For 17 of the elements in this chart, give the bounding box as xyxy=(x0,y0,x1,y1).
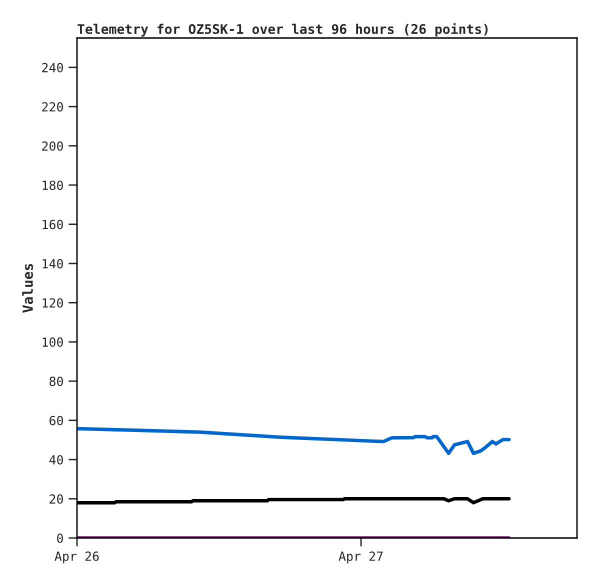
y-tick-label: 20 xyxy=(50,494,63,504)
y-axis-title: Values xyxy=(22,264,33,313)
y-tick-label: 80 xyxy=(50,376,63,386)
y-tick-label: 40 xyxy=(49,455,63,465)
chart-title: Telemetry for OZ5SK-1 over last 96 hours (26 points) xyxy=(78,23,488,37)
x-tick-label: Apr 27 xyxy=(338,551,383,564)
y-tick-label: 60 xyxy=(50,416,63,426)
y-tick-label: 160 xyxy=(42,220,63,230)
y-tick-label: 120 xyxy=(42,298,63,308)
y-tick-label: 100 xyxy=(42,337,63,347)
y-tick-label: 240 xyxy=(42,62,63,72)
y-tick-label: 220 xyxy=(42,102,63,112)
y-tick-label: 0 xyxy=(57,534,63,543)
y-tick-label: 200 xyxy=(42,141,63,151)
y-tick-label: 180 xyxy=(42,180,63,190)
y-tick-label: 140 xyxy=(42,258,63,268)
x-tick-label: Apr 26 xyxy=(54,551,99,564)
